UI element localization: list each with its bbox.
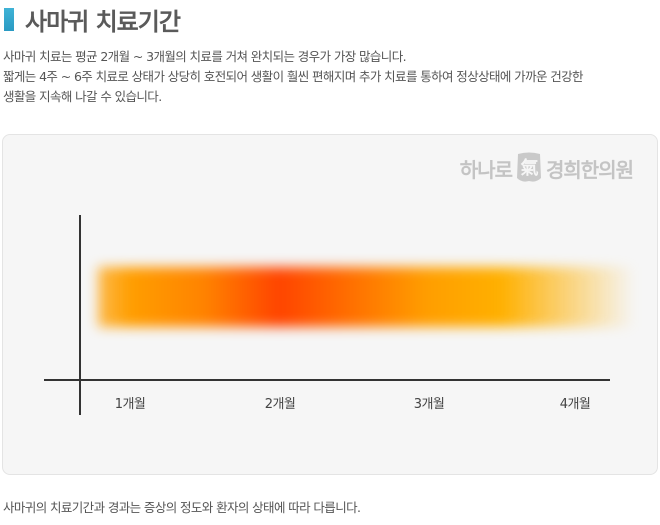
brand-name-left: 하나로: [459, 157, 513, 182]
description-line: 생활을 지속해 나갈 수 있습니다.: [3, 89, 162, 104]
brand-name-right: 경희한의원: [546, 157, 634, 182]
y-axis: [79, 215, 81, 415]
x-tick-label: 3개월: [413, 397, 445, 412]
brand-logo: 하나로 氣 경희한의원: [459, 151, 634, 185]
footnote: 사마귀의 치료기간과 경과는 증상의 정도와 환자의 상태에 따라 다릅니다.: [3, 500, 361, 515]
x-tick-label: 2개월: [264, 397, 296, 412]
header-accent-bar: [4, 7, 14, 31]
description: 사마귀 치료는 평균 2개월 ~ 3개월의 치료를 거쳐 완치되는 경우가 가장…: [3, 47, 658, 107]
x-tick-label: 1개월: [114, 397, 146, 412]
page-title: 사마귀 치료기간: [25, 7, 181, 36]
intensity-band-fill: [98, 267, 658, 327]
x-tick-label: 4개월: [559, 397, 591, 412]
x-axis: [44, 379, 610, 381]
section-header: 사마귀 치료기간: [0, 4, 181, 36]
description-line: 짧게는 4주 ~ 6주 치료로 상태가 상당히 호전되어 생활이 훨씬 편해지며…: [3, 69, 584, 84]
treatment-period-chart: 하나로 氣 경희한의원 1개월 2개월 3개월 4개월: [2, 134, 658, 475]
seal-logo-icon: 氣: [514, 151, 544, 185]
intensity-band: [98, 267, 658, 327]
brand-seal-char: 氣: [521, 157, 539, 179]
description-line: 사마귀 치료는 평균 2개월 ~ 3개월의 치료를 거쳐 완치되는 경우가 가장…: [3, 49, 407, 64]
